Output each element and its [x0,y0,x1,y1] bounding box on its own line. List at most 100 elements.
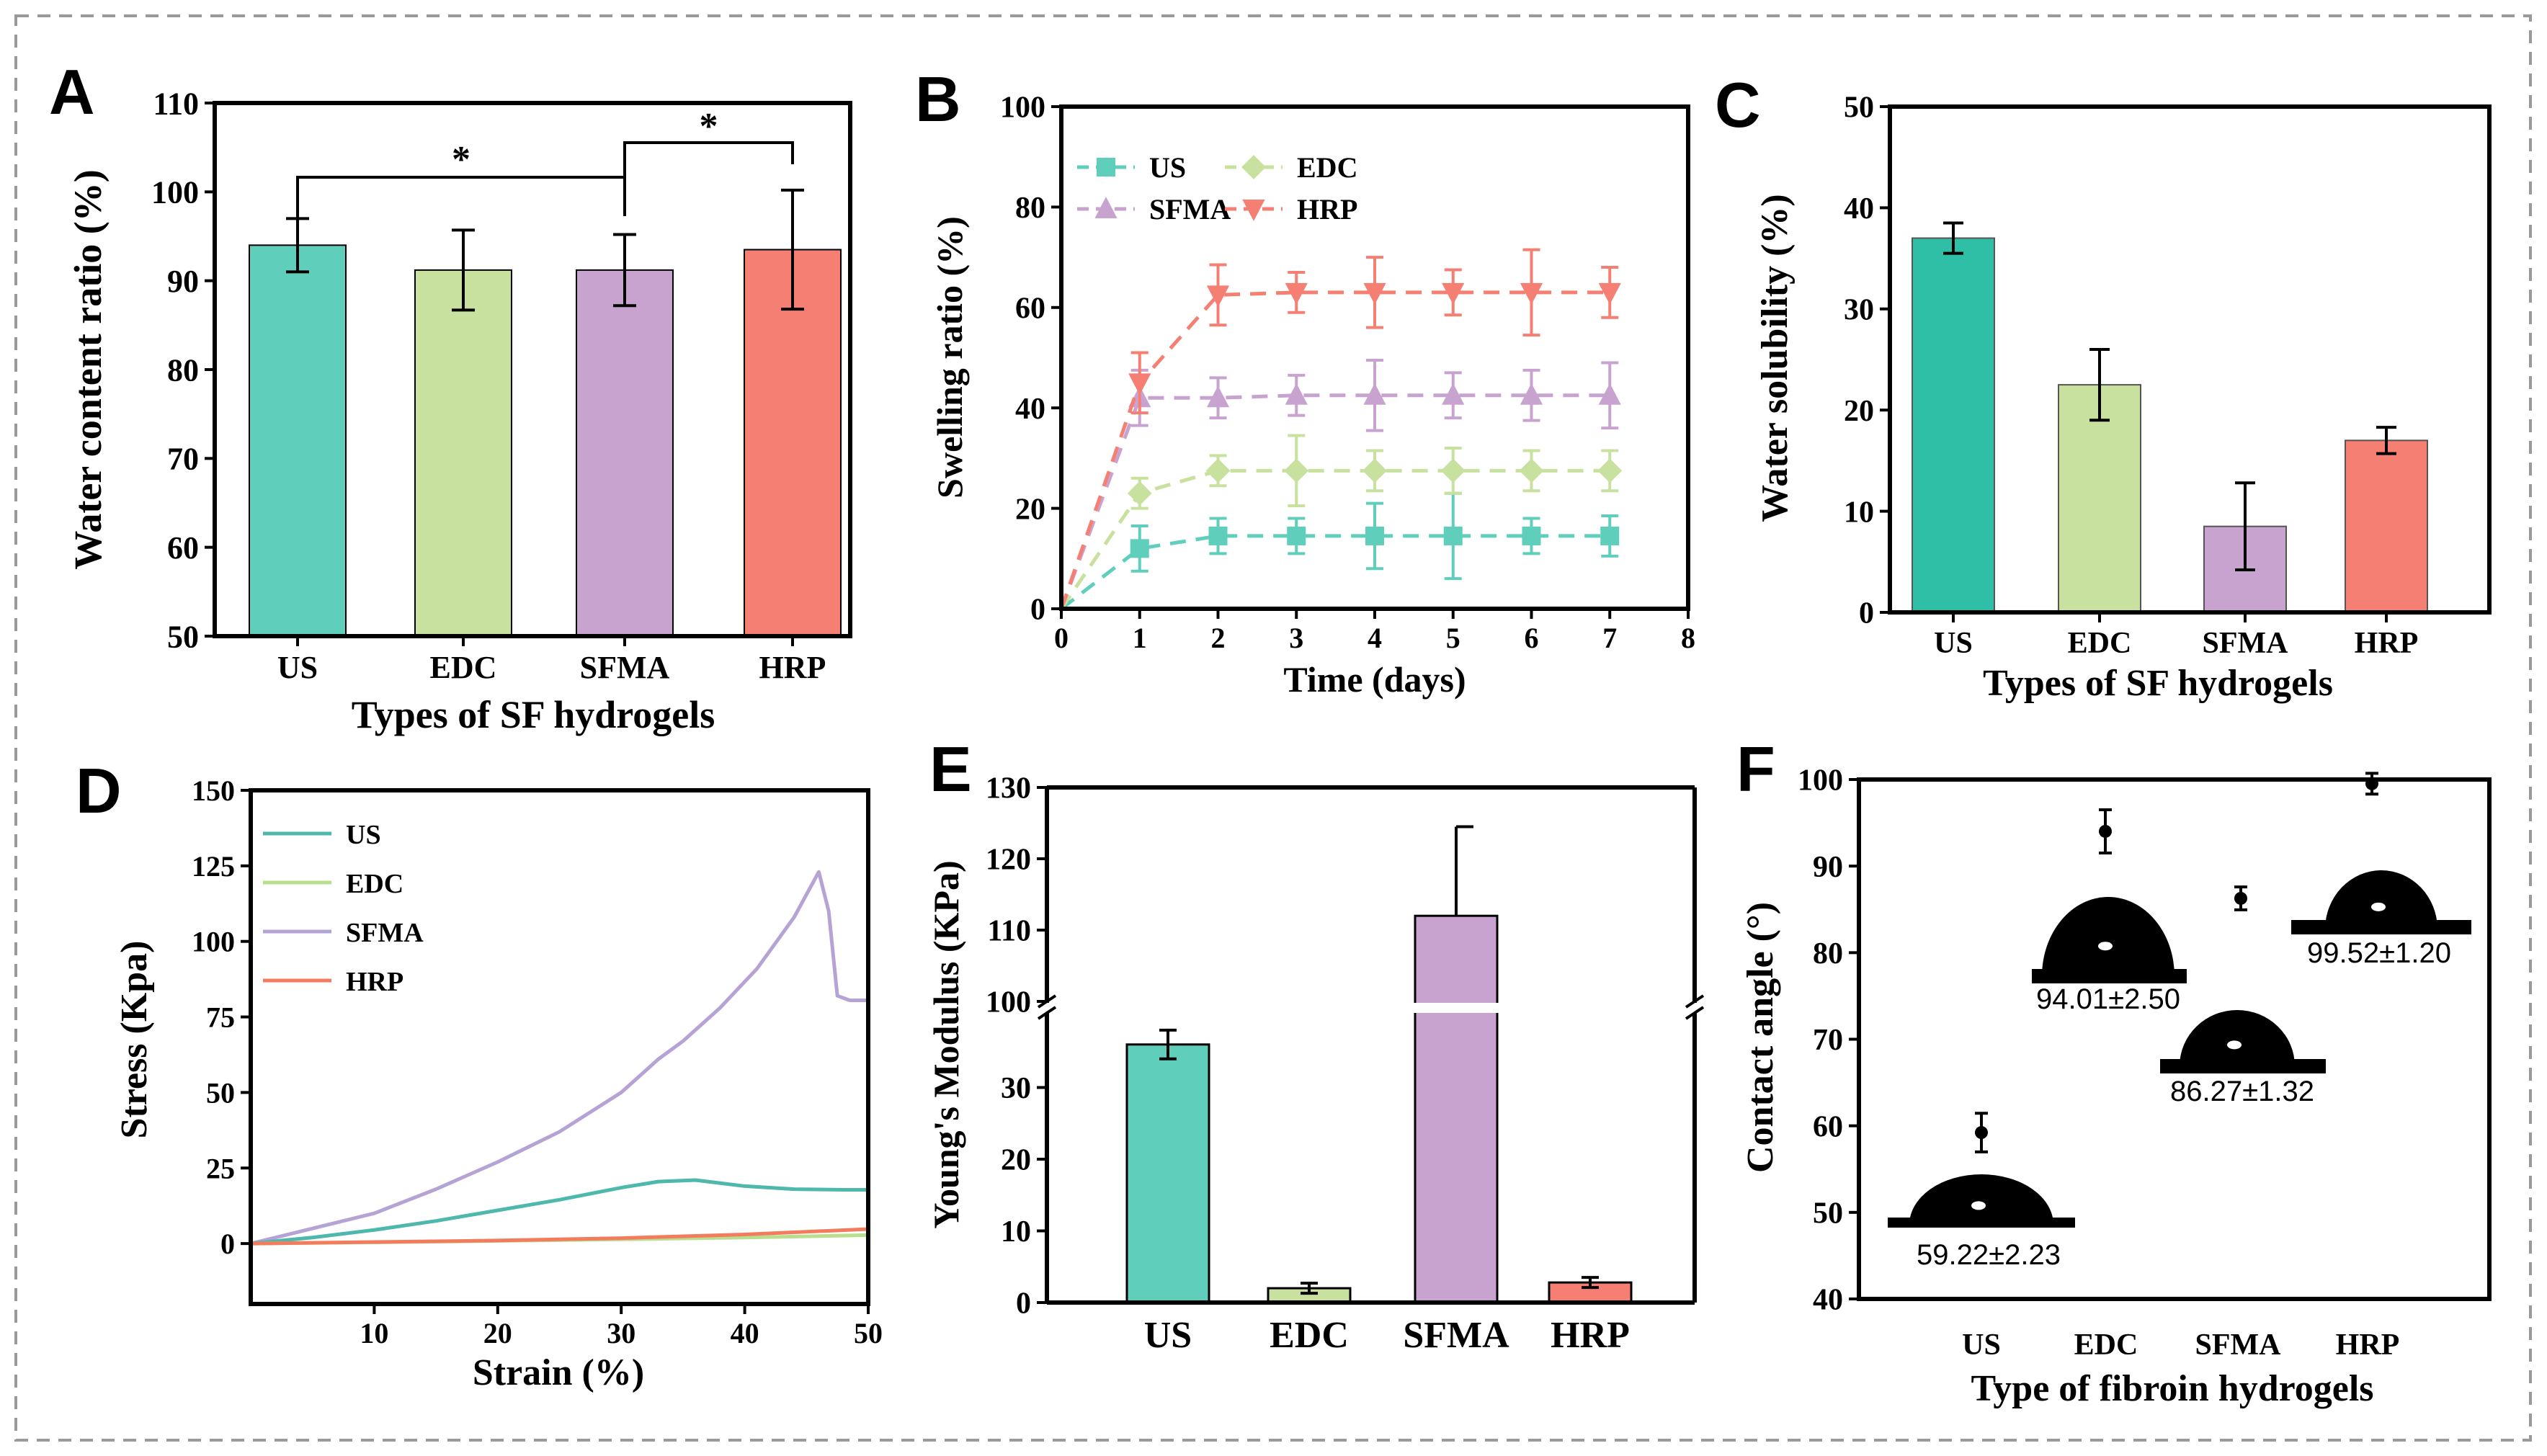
axis-break-gap [1049,1003,1692,1013]
axes-frame-c [1888,104,2492,615]
x-tick-d-30-label: 30 [607,1317,635,1349]
y-tick-b-20-label: 20 [1015,493,1045,526]
droplet-highlight-3 [2371,902,2386,911]
significance-bracket-us-sfma [296,176,626,220]
contact-angle-annotation-2: 86.27±1.32 [2170,1076,2314,1107]
x-tick-b-0-label: 0 [1054,622,1069,654]
y-tick-a-60-label: 60 [167,530,199,566]
y-tick-d-100-label: 100 [192,926,235,958]
x-tick-b-4-label: 4 [1368,622,1382,654]
legend-label-b-edc: EDC [1297,151,1357,184]
y-tick-d-75-label: 75 [206,1001,235,1034]
marker-b-sfma-6 [1520,383,1543,405]
axes-frame-b [1059,104,1690,611]
x-tick-c-sfma-label: SFMA [2203,627,2289,660]
droplet-image-3 [2325,870,2437,929]
y-tick-e-30-label: 30 [1001,1072,1031,1105]
x-tick-c-edc-label: EDC [2068,627,2132,660]
x-tick-d-10-label: 10 [360,1317,388,1349]
y-axis-label-f: Contact angle (°) [1740,902,1781,1173]
x-tick-a-sfma-label: SFMA [580,650,670,685]
marker-b-edc-5 [1440,458,1466,483]
x-tick-d-50-label: 50 [854,1317,883,1349]
x-tick-b-6-label: 6 [1525,622,1539,654]
panel-label-b: B [915,63,961,135]
series-line-d-hrp [250,1227,869,1246]
y-tick-c-10-label: 10 [1844,496,1874,529]
y-tick-f-90-label: 90 [1813,851,1843,884]
y-tick-a-100-label: 100 [151,175,199,210]
marker-b-edc-2 [1205,458,1231,483]
marker-b-sfma-2 [1206,385,1230,408]
droplet-highlight-0 [1971,1201,1986,1210]
y-tick-b-80-label: 80 [1015,192,1045,225]
y-axis-label-d: Stress (Kpa) [114,941,155,1139]
y-tick-e-20-label: 20 [1001,1144,1031,1177]
legend-marker-b-edc [1241,155,1266,179]
panel-label-f: F [1736,733,1775,805]
marker-b-edc-6 [1519,458,1544,483]
marker-b-hrp-7 [1598,282,1621,305]
y-axis-label-e: Young's Modulus (KPa) [926,860,966,1228]
significance-bracket-sfma-hrp [623,141,794,180]
marker-b-sfma-7 [1598,383,1621,405]
panel-label-a: A [49,56,95,128]
y-tick-e-120-label: 120 [986,844,1031,877]
axis-break-mark-0-a [1037,994,1057,1009]
marker-b-us-3 [1287,526,1306,545]
y-tick-f-60-label: 60 [1813,1110,1843,1143]
y-tick-d-150-label: 150 [192,774,235,807]
y-tick-b-60-label: 60 [1015,292,1045,326]
droplet-highlight-2 [2227,1040,2242,1050]
x-tick-b-5-label: 5 [1446,622,1460,654]
series-line-b-sfma [1059,393,1610,609]
marker-b-us-6 [1522,526,1541,545]
y-tick-c-20-label: 20 [1844,395,1874,428]
x-axis-label-b: Time (days) [1283,659,1466,700]
y-tick-d-50-label: 50 [206,1076,235,1109]
y-tick-c-50-label: 50 [1844,91,1874,125]
x-axis-label-d: Strain (%) [473,1352,644,1393]
marker-b-edc-4 [1362,458,1387,483]
panel-d-stress-strain-chart: 10 20 30 40 50 0 25 50 75 100 125 150 US EDC SFMA HRP St… [114,774,883,1393]
panel-a-water-content-chart: US EDC SFMA HRP 50 60 70 80 90 100 110 * * Water cont… [66,86,852,736]
y-tick-b-40-label: 40 [1015,393,1045,426]
legend-label-b-hrp: HRP [1297,193,1357,225]
marker-b-us-7 [1600,526,1620,545]
axes-frame-f [1857,777,2492,1301]
bar-c-us [1912,237,1995,613]
x-axis-label-f: Type of fibroin hydrogels [1971,1368,2373,1409]
marker-b-hrp-6 [1520,282,1543,305]
data-point-f-edc [2099,824,2112,838]
panel-e-youngs-modulus-chart: US EDC SFMA HRP 0 10 20 30 100 110 120 130 Young's M… [926,772,1705,1356]
y-tick-a-110-label: 110 [153,86,199,121]
x-axis-label-a: Types of SF hydrogels [352,693,715,736]
y-axis-label-c: Water solubility (%) [1754,194,1796,522]
x-tick-c-us-label: US [1934,627,1973,660]
series-line-b-us [1060,534,1610,610]
y-axis-label-a: Water content ratio (%) [66,169,110,569]
y-tick-b-100-label: 100 [1000,91,1045,125]
marker-b-us-2 [1208,526,1228,545]
bar-c-hrp [2345,439,2428,613]
panel-label-c: C [1715,69,1761,140]
bar-a-sfma [576,269,674,637]
y-tick-a-80-label: 80 [167,352,199,388]
marker-b-us-1 [1130,539,1149,558]
x-tick-b-2-label: 2 [1211,622,1226,654]
axis-break-mark-1-a [1685,994,1705,1009]
y-tick-e-110-label: 110 [987,915,1031,948]
x-tick-b-8-label: 8 [1681,622,1695,654]
x-tick-d-20-label: 20 [483,1317,512,1349]
contact-angle-annotation-0: 59.22±2.23 [1917,1239,2061,1271]
data-point-f-us [1975,1126,1988,1140]
droplet-image-2 [2180,1010,2295,1066]
y-tick-f-80-label: 80 [1813,937,1843,970]
contact-angle-annotation-3: 99.52±1.20 [2307,937,2451,969]
x-tick-a-edc-label: EDC [430,650,497,685]
y-tick-a-50-label: 50 [167,619,199,654]
y-tick-c-30-label: 30 [1844,294,1874,327]
x-tick-f-sfma-label: SFMA [2195,1328,2282,1362]
x-tick-d-40-label: 40 [731,1317,759,1349]
